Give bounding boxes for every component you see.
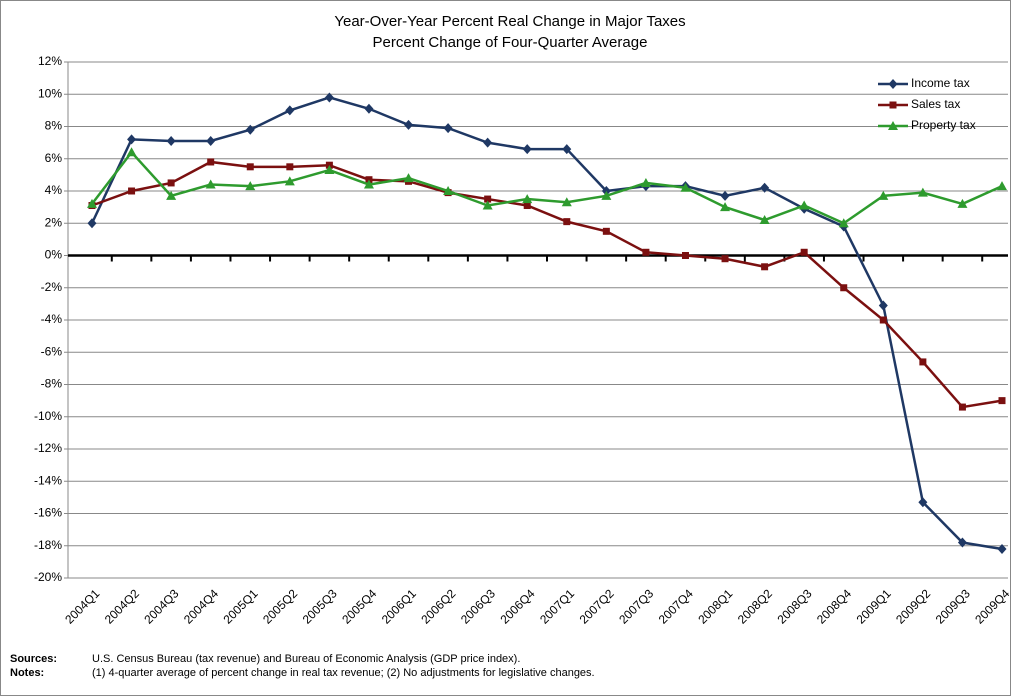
marker: [840, 284, 848, 292]
legend-label: Income tax: [911, 76, 970, 90]
marker: [404, 119, 414, 130]
y-tick-label: 12%: [38, 54, 62, 68]
marker: [760, 182, 770, 193]
marker: [246, 163, 254, 171]
y-tick-label: -8%: [41, 377, 63, 391]
marker: [800, 248, 808, 256]
marker: [761, 263, 769, 271]
series-line: [91, 160, 1003, 409]
marker: [601, 190, 612, 200]
note-label: Notes:: [10, 667, 44, 679]
legend-label: Sales tax: [911, 97, 960, 111]
marker: [286, 163, 294, 171]
series-line: [90, 96, 1003, 551]
marker: [363, 179, 374, 189]
marker: [285, 105, 295, 116]
marker: [681, 252, 689, 259]
marker: [997, 181, 1007, 191]
marker: [879, 316, 887, 324]
marker: [562, 144, 572, 155]
marker: [87, 198, 97, 208]
chart-title: Year-Over-Year Percent Real Change in Ma…: [334, 13, 685, 30]
marker: [482, 200, 493, 210]
marker: [721, 255, 729, 263]
marker: [640, 177, 651, 187]
series-line: [91, 150, 1003, 225]
marker: [997, 543, 1007, 554]
marker: [126, 147, 137, 157]
y-tick-label: -18%: [34, 538, 62, 552]
marker: [602, 227, 610, 235]
marker: [166, 136, 176, 147]
marker: [522, 144, 532, 155]
y-tick-label: 8%: [45, 119, 63, 133]
marker: [245, 181, 256, 191]
marker: [324, 92, 334, 103]
marker: [403, 173, 414, 183]
y-tick-label: -16%: [34, 506, 62, 520]
marker: [561, 197, 572, 207]
marker: [483, 137, 493, 148]
y-tick-label: -6%: [41, 344, 63, 358]
marker: [918, 497, 928, 508]
marker: [919, 358, 927, 366]
marker: [205, 179, 216, 189]
marker: [207, 158, 215, 166]
y-tick-label: -4%: [41, 312, 63, 326]
marker: [87, 218, 97, 229]
y-tick-label: 4%: [45, 183, 63, 197]
marker: [642, 248, 650, 256]
marker: [245, 124, 255, 135]
marker: [838, 218, 849, 228]
marker: [284, 176, 295, 186]
marker: [720, 202, 731, 212]
y-tick-label: 6%: [45, 151, 63, 165]
marker: [484, 195, 492, 203]
marker: [878, 300, 888, 311]
marker: [888, 79, 898, 89]
marker: [522, 194, 533, 204]
marker: [888, 121, 898, 130]
note-label: Sources:: [10, 653, 57, 665]
marker: [127, 134, 137, 145]
y-tick-label: -12%: [34, 441, 62, 455]
marker: [206, 136, 216, 147]
marker: [166, 190, 177, 200]
y-tick-label: 0%: [45, 248, 63, 262]
y-tick-label: -20%: [34, 570, 62, 584]
marker: [324, 165, 335, 175]
marker: [364, 103, 374, 114]
marker: [998, 397, 1006, 405]
marker: [958, 403, 966, 411]
marker: [523, 202, 531, 210]
y-tick-label: -10%: [34, 409, 62, 423]
marker: [917, 187, 928, 197]
marker: [759, 215, 770, 225]
note-text: U.S. Census Bureau (tax revenue) and Bur…: [92, 653, 520, 665]
note-text: (1) 4-quarter average of percent change …: [92, 667, 595, 679]
y-tick-label: -2%: [41, 280, 63, 294]
legend-label: Property tax: [911, 118, 976, 132]
marker: [889, 101, 897, 109]
marker: [957, 537, 967, 548]
marker: [443, 123, 453, 134]
marker: [680, 182, 691, 192]
y-tick-label: 2%: [45, 215, 63, 229]
marker: [563, 218, 571, 226]
y-tick-label: -14%: [34, 473, 62, 487]
marker: [128, 187, 136, 195]
marker: [799, 200, 810, 210]
y-tick-label: 10%: [38, 86, 62, 100]
marker: [878, 190, 889, 200]
marker: [167, 179, 175, 187]
marker: [443, 186, 454, 195]
chart-subtitle: Percent Change of Four-Quarter Average: [373, 34, 648, 51]
marker: [957, 198, 968, 208]
marker: [720, 190, 730, 201]
